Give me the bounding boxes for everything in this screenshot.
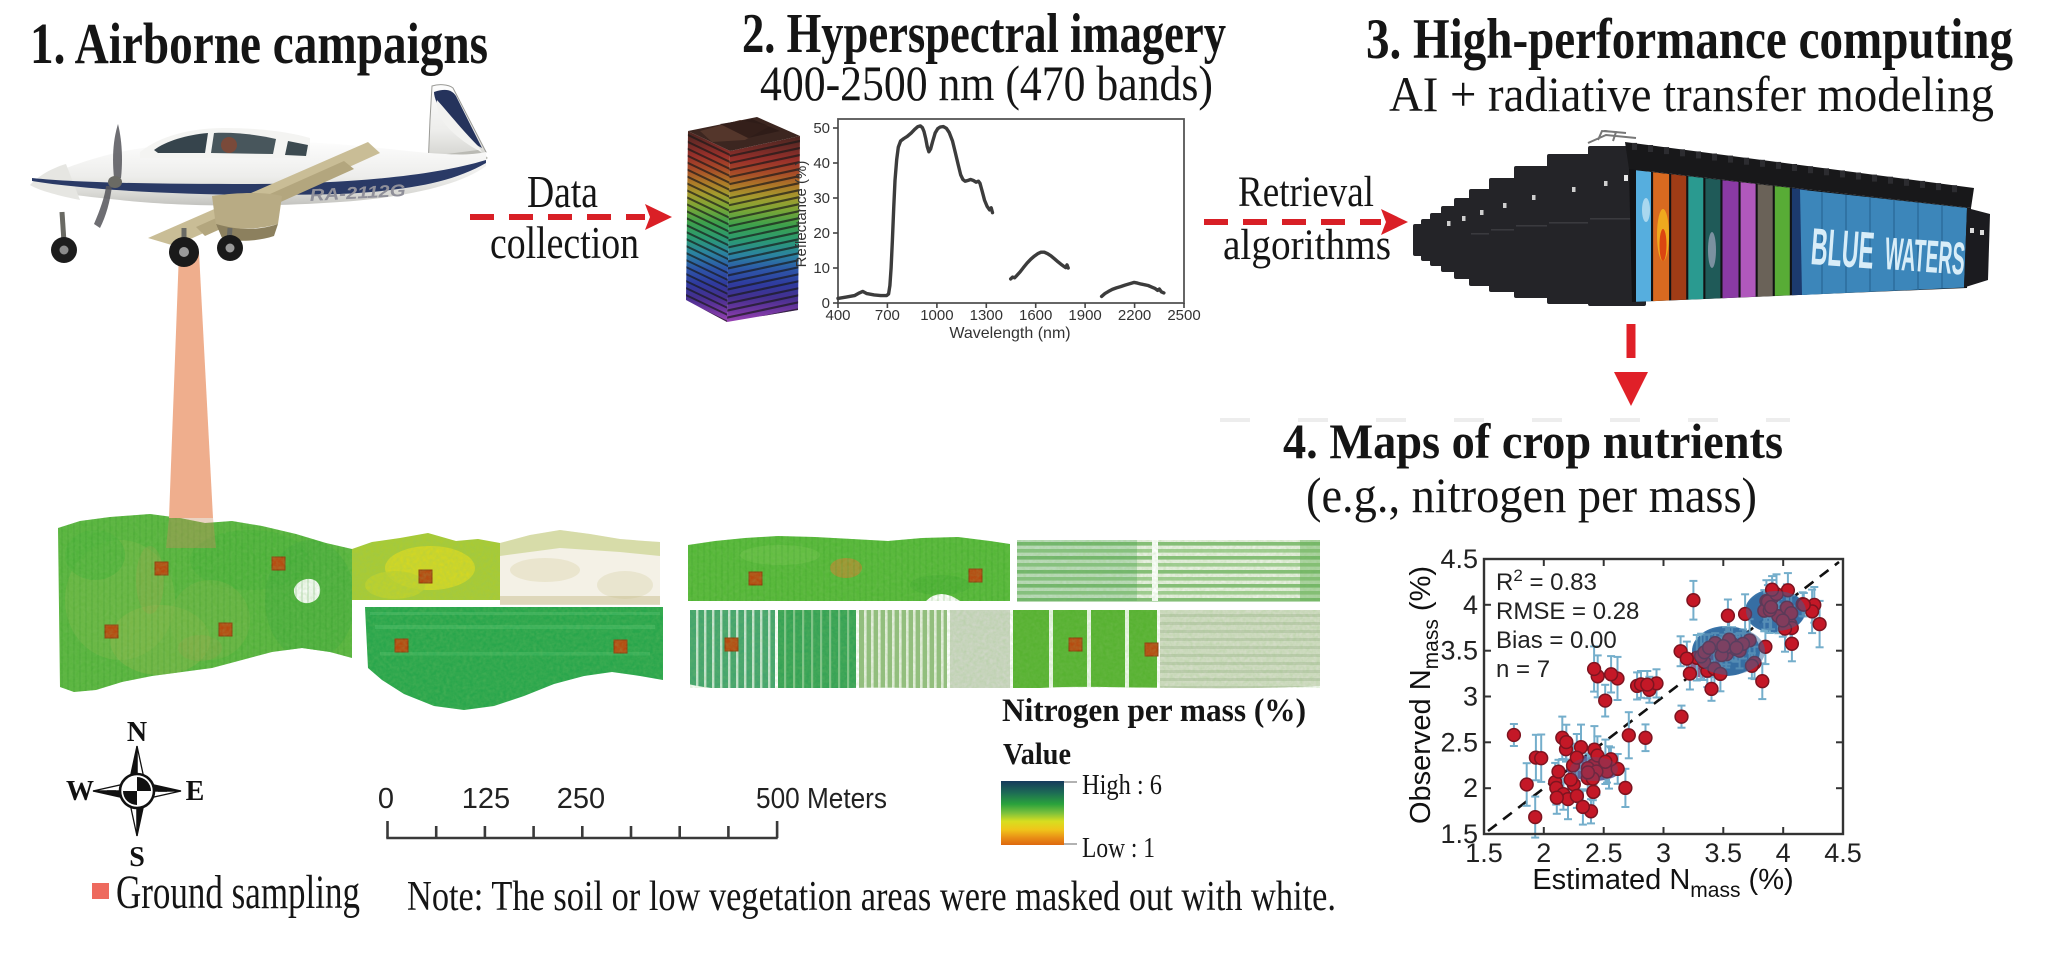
svg-text:Reflectance (%): Reflectance (%) [793, 161, 810, 268]
svg-text:RMSE = 0.28: RMSE = 0.28 [1496, 598, 1639, 625]
svg-text:n = 7: n = 7 [1496, 656, 1550, 683]
svg-text:700: 700 [875, 307, 900, 324]
svg-text:0: 0 [822, 295, 830, 312]
svg-text:2: 2 [1536, 838, 1551, 868]
svg-text:2: 2 [1463, 773, 1478, 803]
svg-text:125: 125 [462, 783, 510, 815]
svg-text:0: 0 [378, 783, 394, 815]
svg-text:Retrieval: Retrieval [1238, 169, 1374, 216]
svg-text:4: 4 [1463, 590, 1478, 620]
svg-text:3.5: 3.5 [1705, 838, 1743, 868]
svg-text:400: 400 [825, 307, 850, 324]
svg-text:(e.g., nitrogen per mass): (e.g., nitrogen per mass) [1306, 467, 1757, 523]
svg-text:50: 50 [813, 120, 830, 137]
svg-text:3.5: 3.5 [1440, 636, 1478, 666]
svg-text:2.5: 2.5 [1440, 727, 1478, 757]
svg-text:1. Airborne campaigns: 1. Airborne campaigns [30, 11, 488, 76]
svg-text:1.5: 1.5 [1465, 838, 1503, 868]
svg-text:High : 6: High : 6 [1082, 769, 1162, 801]
svg-text:Wavelength (nm): Wavelength (nm) [949, 325, 1070, 342]
svg-text:algorithms: algorithms [1223, 222, 1391, 269]
svg-text:1600: 1600 [1019, 307, 1052, 324]
svg-text:1900: 1900 [1068, 307, 1101, 324]
svg-text:S: S [129, 842, 145, 873]
svg-text:30: 30 [813, 190, 830, 207]
svg-text:4: 4 [1776, 838, 1791, 868]
svg-text:Nitrogen per mass (%): Nitrogen per mass (%) [1002, 693, 1306, 729]
svg-text:Value: Value [1003, 736, 1071, 771]
svg-text:Low : 1: Low : 1 [1082, 832, 1155, 864]
svg-text:250: 250 [557, 783, 605, 815]
svg-text:Observed Nmass (%): Observed Nmass (%) [1405, 566, 1443, 824]
svg-text:Estimated Nmass (%): Estimated Nmass (%) [1532, 864, 1793, 902]
svg-text:N: N [127, 717, 147, 748]
svg-text:4.5: 4.5 [1440, 544, 1478, 574]
svg-text:10: 10 [813, 260, 830, 277]
svg-text:BLUE: BLUE [1809, 218, 1876, 280]
svg-text:collection: collection [490, 218, 639, 268]
svg-text:RA-2112G: RA-2112G [309, 181, 406, 205]
svg-text:4. Maps of crop nutrients: 4. Maps of crop nutrients [1283, 413, 1783, 469]
svg-text:1.5: 1.5 [1440, 819, 1478, 849]
svg-text:2200: 2200 [1118, 307, 1151, 324]
svg-text:AI + radiative transfer modeli: AI + radiative transfer modeling [1389, 66, 1994, 122]
svg-text:40: 40 [813, 155, 830, 172]
svg-text:3: 3 [1656, 838, 1671, 868]
svg-text:2500: 2500 [1167, 307, 1200, 324]
svg-text:W: W [66, 776, 94, 807]
svg-text:Bias = 0.00: Bias = 0.00 [1496, 627, 1617, 654]
svg-text:E: E [186, 776, 205, 807]
svg-text:R2 = 0.83: R2 = 0.83 [1496, 566, 1597, 596]
svg-text:3. High-performance computing: 3. High-performance computing [1366, 8, 2013, 71]
svg-text:Note: The soil or low vegetati: Note: The soil or low vegetation areas w… [407, 874, 1336, 920]
svg-text:3: 3 [1463, 682, 1478, 712]
svg-text:2.5: 2.5 [1585, 838, 1623, 868]
svg-text:WATERS: WATERS [1883, 227, 1966, 284]
svg-text:20: 20 [813, 225, 830, 242]
svg-text:1300: 1300 [970, 307, 1003, 324]
svg-text:Data: Data [527, 167, 598, 217]
svg-text:Ground sampling: Ground sampling [116, 866, 360, 919]
svg-text:1000: 1000 [920, 307, 953, 324]
svg-text:4.5: 4.5 [1824, 838, 1862, 868]
svg-text:500 Meters: 500 Meters [756, 783, 887, 815]
svg-text:2. Hyperspectral imagery: 2. Hyperspectral imagery [742, 3, 1226, 65]
svg-text:400-2500 nm (470 bands): 400-2500 nm (470 bands) [760, 55, 1213, 111]
